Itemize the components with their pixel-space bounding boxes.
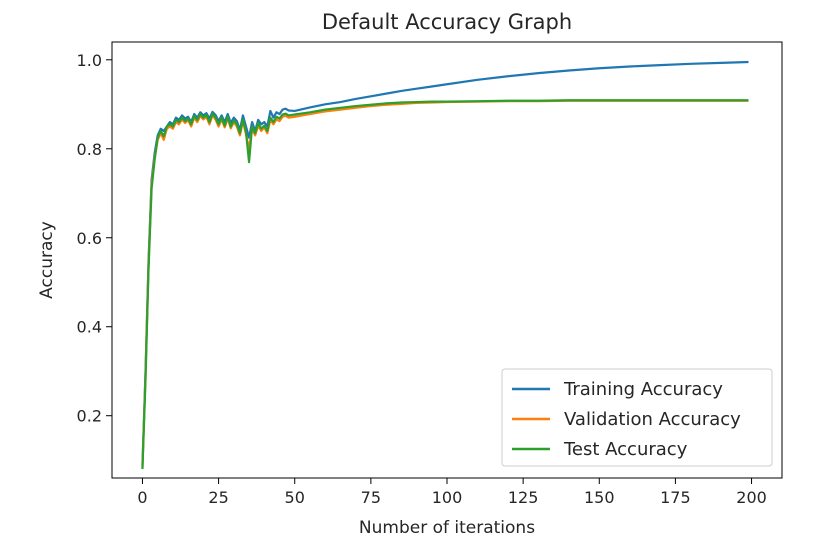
series-line-0 xyxy=(141,60,749,465)
y-tick-label: 1.0 xyxy=(77,51,102,70)
legend: Training Accuracy Validation Accuracy Test… xyxy=(501,368,773,467)
series-line-2 xyxy=(141,99,749,470)
y-tick-label: 0.2 xyxy=(77,407,102,426)
y-tick-label: 0.8 xyxy=(77,140,102,159)
chart-title: Default Accuracy Graph xyxy=(322,10,572,34)
x-tick-label: 75 xyxy=(361,488,381,507)
plot-area xyxy=(141,60,749,470)
x-tick-label: 50 xyxy=(285,488,305,507)
x-tick-label: 100 xyxy=(432,488,463,507)
x-tick-label: 25 xyxy=(208,488,228,507)
y-tick-label: 0.4 xyxy=(77,318,102,337)
y-axis: 0.2 0.4 0.6 0.8 1.0 xyxy=(77,51,112,426)
x-tick-label: 125 xyxy=(508,488,539,507)
x-tick-label: 200 xyxy=(736,488,767,507)
y-axis-title: Accuracy xyxy=(37,221,57,299)
x-axis-title: Number of iterations xyxy=(359,518,535,538)
x-tick-label: 175 xyxy=(660,488,691,507)
legend-label-2: Test Accuracy xyxy=(563,439,688,460)
legend-label-1: Validation Accuracy xyxy=(564,409,741,430)
x-tick-label: 150 xyxy=(584,488,615,507)
x-tick-label: 0 xyxy=(137,488,147,507)
x-axis: 0 25 50 75 100 125 150 175 200 xyxy=(137,478,767,507)
legend-box xyxy=(501,368,773,467)
legend-label-0: Training Accuracy xyxy=(563,379,723,400)
y-tick-label: 0.6 xyxy=(77,229,102,248)
